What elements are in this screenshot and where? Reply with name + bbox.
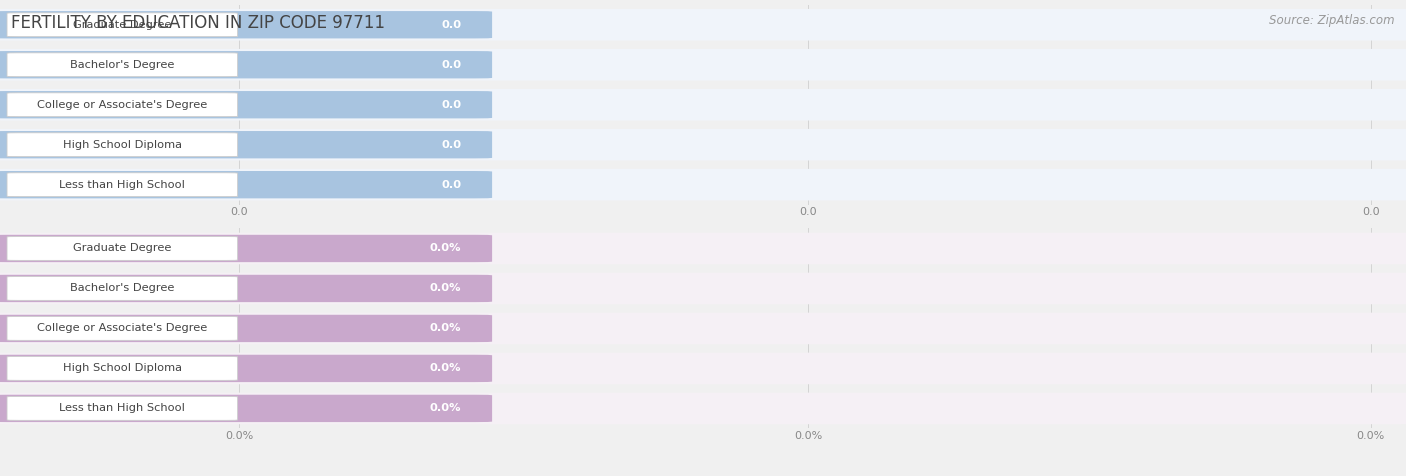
Text: Bachelor's Degree: Bachelor's Degree	[70, 283, 174, 294]
FancyBboxPatch shape	[0, 313, 1406, 344]
FancyBboxPatch shape	[7, 357, 238, 380]
FancyBboxPatch shape	[0, 171, 492, 198]
FancyBboxPatch shape	[0, 89, 1406, 120]
FancyBboxPatch shape	[0, 395, 492, 422]
FancyBboxPatch shape	[0, 353, 1406, 384]
FancyBboxPatch shape	[0, 11, 492, 39]
Text: High School Diploma: High School Diploma	[63, 363, 181, 374]
FancyBboxPatch shape	[0, 233, 1406, 264]
FancyBboxPatch shape	[7, 277, 238, 300]
FancyBboxPatch shape	[7, 397, 238, 420]
FancyBboxPatch shape	[0, 355, 492, 382]
FancyBboxPatch shape	[7, 93, 238, 117]
FancyBboxPatch shape	[0, 51, 492, 79]
FancyBboxPatch shape	[0, 273, 1406, 304]
Text: 0.0: 0.0	[441, 20, 461, 30]
Text: 0.0%: 0.0%	[430, 283, 461, 294]
FancyBboxPatch shape	[7, 13, 238, 37]
FancyBboxPatch shape	[0, 9, 1406, 40]
Text: Graduate Degree: Graduate Degree	[73, 20, 172, 30]
Text: 0.0%: 0.0%	[430, 403, 461, 414]
Text: College or Associate's Degree: College or Associate's Degree	[37, 323, 208, 334]
Text: Source: ZipAtlas.com: Source: ZipAtlas.com	[1270, 14, 1395, 27]
FancyBboxPatch shape	[0, 275, 492, 302]
Text: Graduate Degree: Graduate Degree	[73, 243, 172, 254]
FancyBboxPatch shape	[7, 173, 238, 197]
FancyBboxPatch shape	[7, 237, 238, 260]
FancyBboxPatch shape	[0, 169, 1406, 200]
FancyBboxPatch shape	[0, 129, 1406, 160]
FancyBboxPatch shape	[0, 49, 1406, 80]
Text: Less than High School: Less than High School	[59, 403, 186, 414]
Text: 0.0: 0.0	[441, 139, 461, 150]
FancyBboxPatch shape	[7, 53, 238, 77]
Text: Less than High School: Less than High School	[59, 179, 186, 190]
Text: College or Associate's Degree: College or Associate's Degree	[37, 99, 208, 110]
FancyBboxPatch shape	[0, 235, 492, 262]
Text: 0.0%: 0.0%	[430, 323, 461, 334]
FancyBboxPatch shape	[7, 317, 238, 340]
FancyBboxPatch shape	[0, 131, 492, 159]
FancyBboxPatch shape	[0, 393, 1406, 424]
Text: 0.0: 0.0	[441, 179, 461, 190]
Text: FERTILITY BY EDUCATION IN ZIP CODE 97711: FERTILITY BY EDUCATION IN ZIP CODE 97711	[11, 14, 385, 32]
Text: 0.0%: 0.0%	[430, 243, 461, 254]
FancyBboxPatch shape	[0, 91, 492, 119]
Text: 0.0: 0.0	[441, 60, 461, 70]
Text: 0.0%: 0.0%	[430, 363, 461, 374]
Text: 0.0: 0.0	[441, 99, 461, 110]
FancyBboxPatch shape	[7, 133, 238, 157]
Text: High School Diploma: High School Diploma	[63, 139, 181, 150]
FancyBboxPatch shape	[0, 315, 492, 342]
Text: Bachelor's Degree: Bachelor's Degree	[70, 60, 174, 70]
